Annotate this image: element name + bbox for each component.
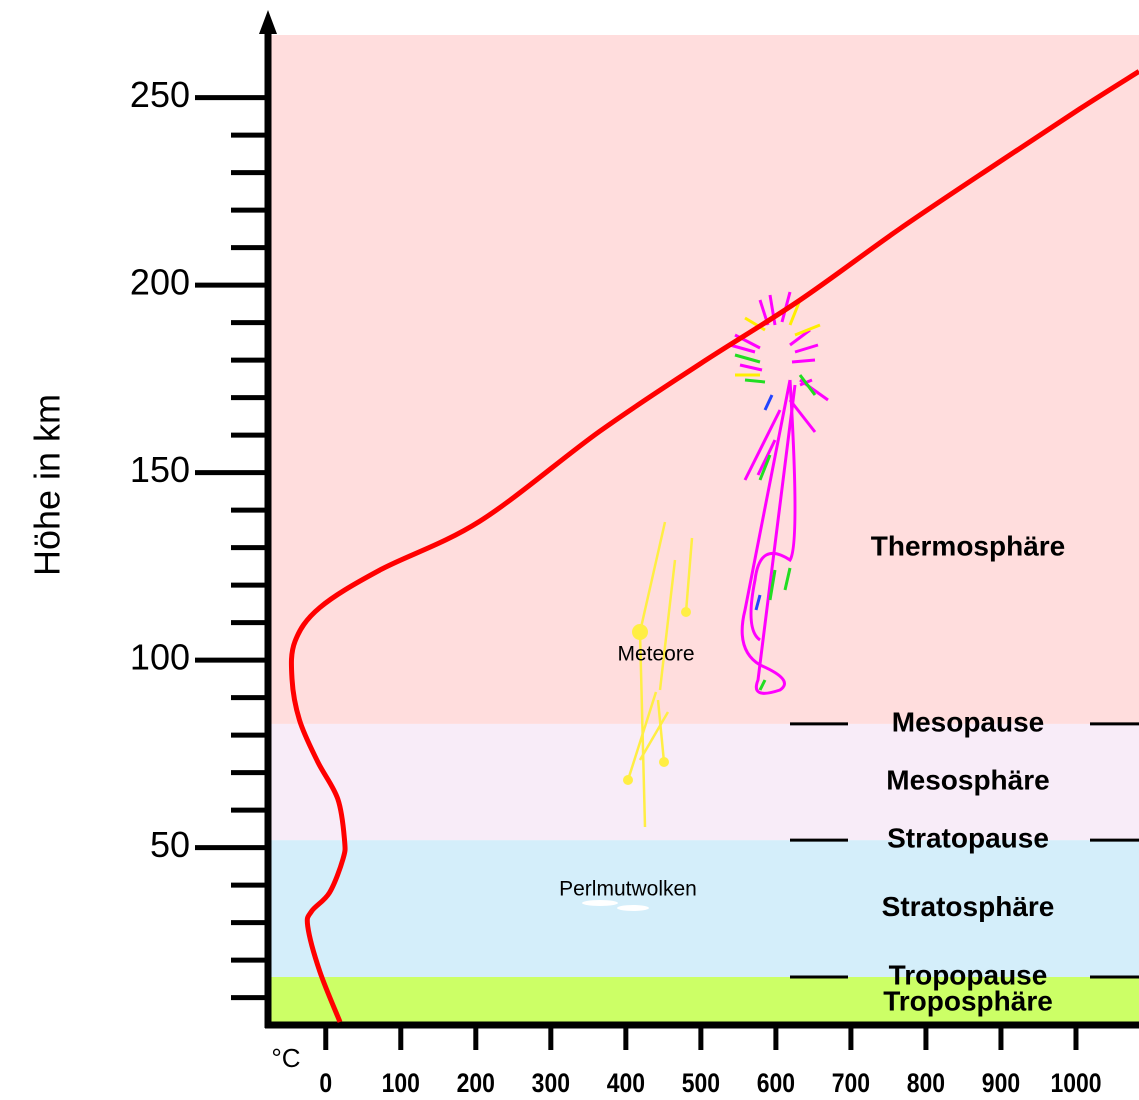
- meteor-head: [681, 607, 691, 617]
- x-tick-label: 900: [982, 1068, 1020, 1098]
- y-tick-label: 50: [150, 824, 190, 865]
- boundary-label: Tropopause: [889, 959, 1048, 990]
- x-tick-label: 100: [382, 1068, 420, 1098]
- cloud: [617, 905, 649, 911]
- boundary-label: Mesopause: [892, 706, 1045, 737]
- annotation: Meteore: [617, 643, 694, 666]
- meteor-head: [632, 624, 648, 640]
- x-tick-label: 0: [319, 1068, 332, 1098]
- x-tick-label: 200: [457, 1068, 495, 1098]
- meteor-head: [623, 775, 633, 785]
- x-tick-label: 700: [832, 1068, 870, 1098]
- x-axis-unit: °C: [271, 1043, 300, 1073]
- y-axis-arrow: [259, 10, 277, 34]
- chart: Höhe in km °C Meteore Perlmutwolken Trop…: [0, 0, 1139, 1100]
- x-tick-label: 400: [607, 1068, 645, 1098]
- layer-band: [268, 35, 1139, 724]
- meteor-head: [659, 757, 669, 767]
- cloud: [582, 900, 618, 906]
- x-tick-label: 500: [682, 1068, 720, 1098]
- layer-label: Thermosphäre: [871, 530, 1066, 561]
- boundary-label: Stratopause: [887, 823, 1049, 854]
- layer-label: Stratosphäre: [882, 891, 1055, 922]
- y-tick-label: 100: [130, 637, 190, 678]
- x-tick-label: 1000: [1050, 1068, 1101, 1098]
- x-tick-label: 800: [907, 1068, 945, 1098]
- x-tick-label: 300: [532, 1068, 570, 1098]
- annotation: Perlmutwolken: [559, 878, 697, 901]
- y-axis-title: Höhe in km: [27, 394, 68, 576]
- layer-label: Mesosphäre: [886, 764, 1049, 795]
- y-tick-label: 200: [130, 262, 190, 303]
- x-tick-label: 600: [757, 1068, 795, 1098]
- y-tick-label: 150: [130, 449, 190, 490]
- y-tick-label: 250: [130, 74, 190, 115]
